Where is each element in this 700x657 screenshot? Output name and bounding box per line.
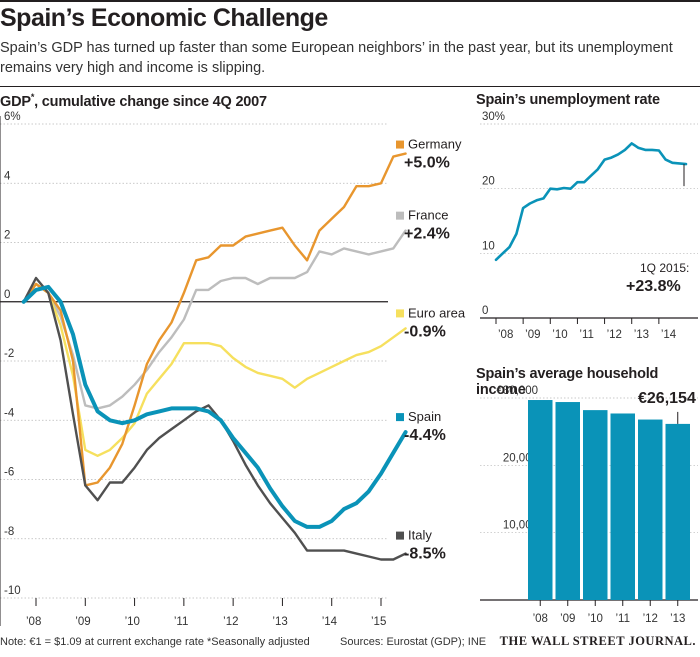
gdp-y-tick-label: 2 (4, 230, 10, 242)
page-title: Spain’s Economic Challenge (0, 4, 328, 32)
unemp-y-tick-label: 0 (482, 305, 488, 317)
income-bar (583, 410, 608, 600)
gdp-x-tick-label: ’11 (174, 616, 189, 628)
income-bar (528, 400, 553, 600)
gdp-legend-swatch-spain (396, 413, 404, 422)
gdp-end-value-france: +2.4% (404, 226, 450, 243)
gdp-y-tick-label: -2 (4, 348, 14, 360)
gdp-end-value-italy: -8.5% (404, 546, 446, 563)
gdp-end-value-germany: +5.0% (404, 155, 450, 172)
gdp-legend-name-spain: Spain (408, 409, 441, 424)
unemp-y-tick-label: 20 (482, 176, 495, 188)
unemp-callout-date: 1Q 2015: (640, 261, 689, 275)
gdp-legend-swatch-france (396, 211, 404, 220)
income-y-tick-label: 10,000 (503, 520, 538, 532)
gdp-legend-swatch-euro-area (396, 309, 404, 318)
gdp-title-star: * (30, 92, 35, 102)
income-bar (610, 413, 635, 600)
gdp-y-tick-label: 0 (4, 289, 10, 301)
income-x-tick-label: ’11 (616, 613, 631, 625)
unemp-callout-value: +23.8% (626, 278, 681, 295)
page-subtitle: Spain’s GDP has turned up faster than so… (0, 40, 673, 76)
gdp-x-tick-label: ’15 (371, 616, 386, 628)
gdp-x-tick-label: ’08 (26, 616, 41, 628)
gdp-x-tick-label: ’13 (272, 616, 287, 628)
unemployment-chart-title: Spain’s unemployment rate (476, 92, 660, 108)
gdp-end-value-spain: -4.4% (404, 427, 446, 444)
income-bar (665, 423, 690, 600)
income-bar (638, 419, 663, 600)
income-y-tick-label: 20,000 (503, 452, 538, 464)
gdp-legend-swatch-italy (396, 531, 404, 540)
publisher-logo: THE WALL STREET JOURNAL. (499, 634, 696, 648)
gdp-y-tick-label: -10 (4, 585, 21, 597)
unemp-x-tick-label: ’14 (661, 329, 677, 341)
unemp-y-tick-label: 10 (482, 240, 495, 252)
gdp-y-tick-label: -4 (4, 407, 15, 419)
unemp-x-tick-label: ’10 (552, 329, 567, 341)
income-chart-title: Spain’s average household income (476, 366, 659, 398)
income-x-tick-label: ’09 (560, 613, 575, 625)
gdp-chart-title: GDP*, cumulative change since 4Q 2007 (0, 92, 267, 110)
gdp-legend-swatch-germany (396, 140, 404, 149)
gdp-y-tick-label: -8 (4, 526, 14, 538)
gdp-legend-name-euro-area: Euro area (408, 305, 466, 320)
header-rule (0, 86, 700, 87)
gdp-line-euro-area (22, 282, 407, 457)
unemp-x-tick-label: ’11 (579, 329, 594, 341)
unemp-x-tick-label: ’08 (498, 329, 513, 341)
unemp-x-tick-label: ’09 (525, 329, 540, 341)
income-bar (555, 402, 580, 600)
income-y-tick-label: 0 (532, 587, 538, 599)
gdp-line-spain (21, 284, 408, 529)
unemp-y-tick-label: 30% (482, 111, 505, 123)
gdp-x-tick-label: ’09 (75, 616, 90, 628)
gdp-legend-name-italy: Italy (408, 528, 432, 543)
top-rule (0, 0, 700, 2)
income-x-tick-label: ’10 (588, 613, 603, 625)
gdp-title-main: GDP (0, 93, 31, 110)
gdp-y-tick-label: 4 (4, 170, 11, 182)
gdp-y-tick-label: -6 (4, 467, 14, 479)
gdp-x-tick-label: ’12 (223, 616, 238, 628)
gdp-legend-name-france: France (408, 208, 448, 223)
gdp-x-tick-label: ’14 (322, 616, 338, 628)
income-x-tick-label: ’12 (643, 613, 658, 625)
gdp-line-france (22, 229, 407, 410)
footnote: Note: €1 = $1.09 at current exchange rat… (0, 636, 310, 648)
unemp-x-tick-label: ’12 (607, 329, 622, 341)
unemp-line (494, 142, 688, 262)
gdp-line-italy (22, 276, 407, 561)
gdp-x-tick-label: ’10 (125, 616, 140, 628)
gdp-legend-name-germany: Germany (408, 137, 462, 152)
income-x-tick-label: ’13 (670, 613, 685, 625)
sources: Sources: Eurostat (GDP); INE (340, 636, 487, 648)
gdp-y-tick-label: 6% (4, 111, 21, 123)
gdp-end-value-euro-area: -0.9% (404, 323, 446, 340)
gdp-line-germany (22, 152, 407, 487)
income-x-tick-label: ’08 (533, 613, 548, 625)
unemp-x-tick-label: ’13 (634, 329, 649, 341)
gdp-title-rest: , cumulative change since 4Q 2007 (34, 93, 267, 110)
